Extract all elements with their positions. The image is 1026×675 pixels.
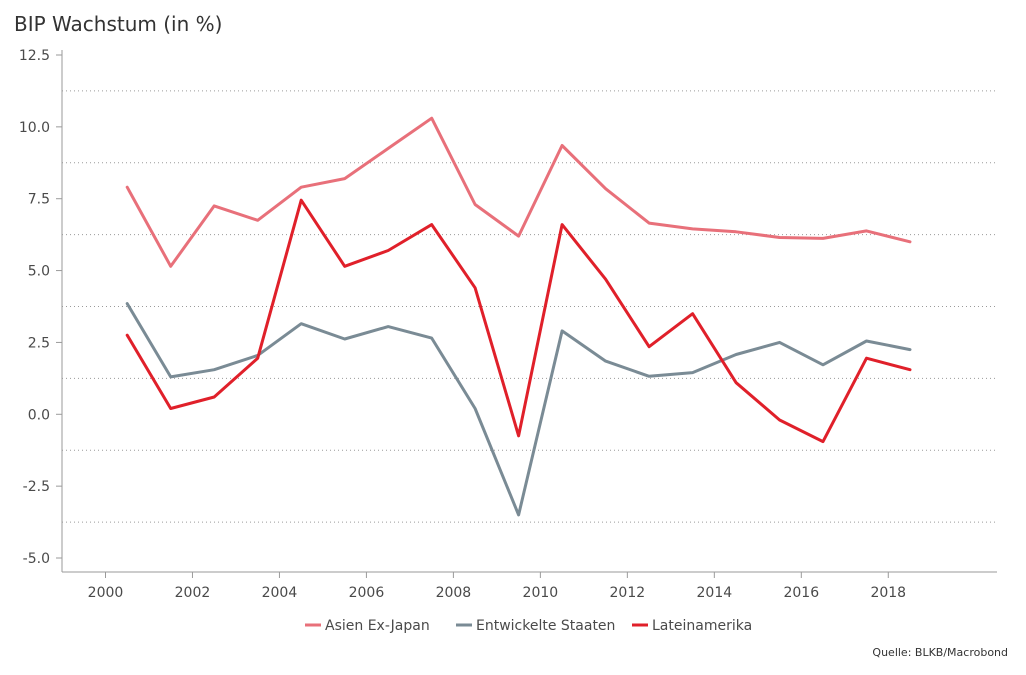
legend: Asien Ex-Japan Entwickelte Staaten Lateina… bbox=[305, 618, 752, 634]
x-axis-ticks: 2000 2002 2004 2006 2008 2010 2012 2014 2016 2018 bbox=[88, 572, 906, 601]
chart-title: BIP Wachstum (in %) bbox=[14, 12, 223, 36]
x-tick-label: 2006 bbox=[349, 585, 385, 601]
source-note: Quelle: BLKB/Macrobond bbox=[872, 646, 1008, 659]
x-tick-label: 2018 bbox=[870, 585, 906, 601]
legend-label: Entwickelte Staaten bbox=[476, 618, 615, 634]
y-tick-label: 5.0 bbox=[28, 264, 50, 280]
x-tick-label: 2016 bbox=[783, 585, 819, 601]
y-tick-label: 7.5 bbox=[28, 192, 50, 208]
x-tick-label: 2012 bbox=[610, 585, 646, 601]
y-tick-label: 2.5 bbox=[28, 335, 50, 351]
y-tick-label: -5.0 bbox=[23, 551, 50, 567]
series-line-entwickelte-staaten bbox=[125, 302, 912, 517]
y-tick-label: 12.5 bbox=[19, 48, 50, 64]
x-tick-label: 2002 bbox=[175, 585, 211, 601]
series-line-lateinamerika bbox=[125, 198, 912, 444]
x-tick-label: 2004 bbox=[262, 585, 298, 601]
series-line-asien-ex-japan bbox=[125, 116, 912, 268]
legend-label: Lateinamerika bbox=[652, 618, 752, 634]
x-tick-label: 2000 bbox=[88, 585, 124, 601]
series-lines bbox=[125, 116, 912, 517]
y-tick-label: -2.5 bbox=[23, 479, 50, 495]
gridlines bbox=[62, 90, 997, 523]
y-axis-ticks: 12.5 10.0 7.5 5.0 2.5 0.0 -2.5 -5.0 bbox=[19, 48, 62, 567]
y-tick-label: 10.0 bbox=[19, 120, 50, 136]
y-tick-label: 0.0 bbox=[28, 407, 50, 423]
axes bbox=[61, 50, 997, 573]
x-tick-label: 2008 bbox=[436, 585, 472, 601]
x-tick-label: 2010 bbox=[523, 585, 559, 601]
x-tick-label: 2014 bbox=[697, 585, 733, 601]
legend-label: Asien Ex-Japan bbox=[325, 618, 430, 634]
